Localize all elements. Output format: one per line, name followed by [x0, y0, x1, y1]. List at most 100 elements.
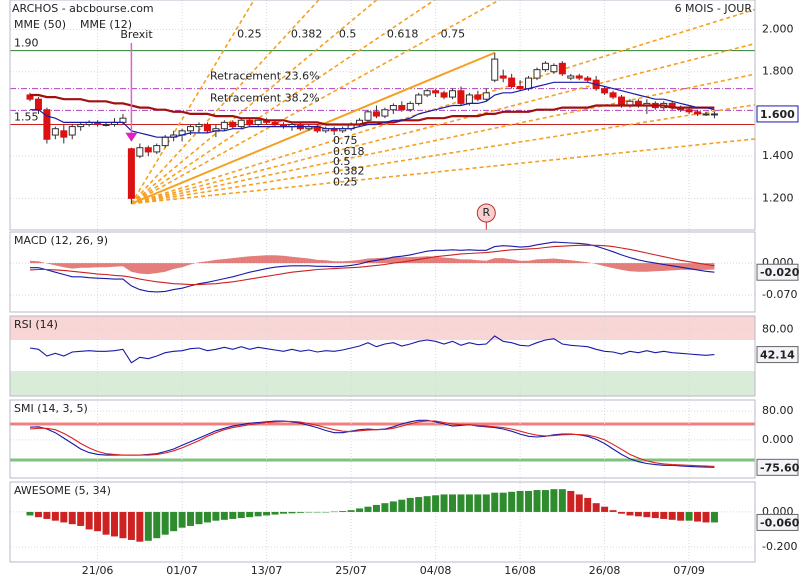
panel-title: SMI (14, 3, 5): [14, 402, 88, 415]
bar: [43, 511, 51, 519]
bar: [254, 511, 262, 517]
bar: [533, 490, 541, 512]
candle-body: [220, 121, 228, 130]
x-tick-label: 13/07: [251, 564, 283, 577]
last-value-tag: [756, 263, 799, 281]
bar: [499, 492, 507, 512]
bar: [246, 511, 254, 518]
fan-line-lower: [131, 103, 755, 205]
last-value-label: -0.060: [760, 516, 800, 529]
annotation-label: Brexit: [120, 28, 153, 41]
candle-body: [187, 126, 195, 132]
bar: [541, 490, 549, 512]
bar: [153, 511, 161, 539]
candle-body: [77, 123, 85, 128]
candle-body: [584, 77, 592, 81]
panel-title: RSI (14): [14, 318, 58, 331]
last-value-tag: [756, 458, 799, 476]
bar: [127, 511, 135, 540]
bar: [94, 511, 102, 532]
panel: [10, 241, 755, 296]
y-tick-label: 80.00: [762, 322, 794, 335]
series-line: [30, 81, 715, 138]
bar: [482, 494, 490, 512]
bar: [271, 511, 279, 515]
bar: [364, 506, 372, 512]
candle-body: [406, 102, 414, 111]
last-value-label: 1.600: [760, 108, 795, 121]
bar: [102, 511, 110, 535]
panel-title: MACD (12, 26, 9): [14, 234, 108, 247]
last-value-label: -0.020: [760, 266, 800, 279]
bar: [575, 494, 583, 512]
fan-line-lower: [131, 42, 755, 205]
bar: [170, 511, 178, 532]
candle-body: [398, 105, 406, 111]
panel: 0.250.250.3820.3820.50.50.6180.6180.750.…: [10, 0, 755, 205]
candle-body: [516, 86, 524, 90]
bar: [51, 511, 59, 521]
last-value-label: 42.14: [760, 349, 795, 362]
bar: [220, 511, 228, 520]
panel-frame: [9, 315, 756, 397]
candle-body: [609, 92, 617, 98]
bar: [229, 511, 237, 519]
oversold-band: [10, 371, 755, 396]
y-tick-label: 1.400: [762, 149, 794, 162]
bar: [187, 511, 195, 526]
bar: [592, 503, 600, 512]
candle-body: [601, 88, 609, 94]
bar: [508, 491, 516, 512]
bar: [263, 511, 271, 516]
candle-body: [102, 123, 110, 126]
candle-body: [389, 105, 397, 111]
bar: [389, 501, 397, 512]
candle-body: [491, 58, 499, 81]
bar: [710, 511, 718, 523]
level-label: 1.55: [14, 110, 39, 123]
candle-body: [449, 90, 456, 98]
bar: [660, 511, 668, 519]
candle-body: [161, 136, 169, 147]
fan-label: 0.618: [387, 28, 419, 41]
bar: [406, 497, 414, 512]
candle-body: [567, 75, 575, 79]
candle-body: [694, 111, 702, 115]
fan-line-lower: [131, 73, 755, 205]
series-line: [29, 420, 715, 467]
bar: [212, 511, 220, 521]
y-tick-label: 1.800: [762, 65, 794, 78]
bar: [60, 511, 68, 523]
candle-body: [51, 128, 59, 136]
x-tick-label: 26/08: [589, 564, 621, 577]
bar: [203, 511, 211, 523]
level-label: 1.90: [14, 37, 39, 50]
fan-label: 0.5: [339, 28, 357, 41]
legend-label: MME (12): [80, 18, 132, 31]
last-value-tag: [756, 105, 799, 123]
candle-body: [541, 62, 549, 71]
candle-body: [525, 77, 533, 90]
bar: [296, 511, 304, 513]
bar: [457, 494, 465, 512]
x-tick-label: 16/08: [504, 564, 536, 577]
bar: [634, 511, 642, 517]
bar: [643, 511, 651, 518]
x-tick-label: 04/08: [420, 564, 452, 577]
series-line: [30, 93, 715, 126]
panel-frame: [9, 399, 756, 479]
fan-label: 0.382: [291, 28, 323, 41]
candle-body: [415, 94, 423, 104]
candle-body: [508, 77, 516, 88]
candle-body: [153, 145, 161, 153]
candle-body: [203, 123, 211, 132]
candle-body: [271, 121, 279, 125]
bar: [651, 511, 659, 519]
bar: [584, 497, 592, 512]
fan-label: 0.75: [333, 134, 358, 147]
fan-line-lower: [131, 8, 755, 205]
bar: [609, 510, 617, 512]
bar: [423, 496, 431, 512]
bar: [694, 511, 702, 522]
y-tick-label: 80.00: [762, 404, 794, 417]
